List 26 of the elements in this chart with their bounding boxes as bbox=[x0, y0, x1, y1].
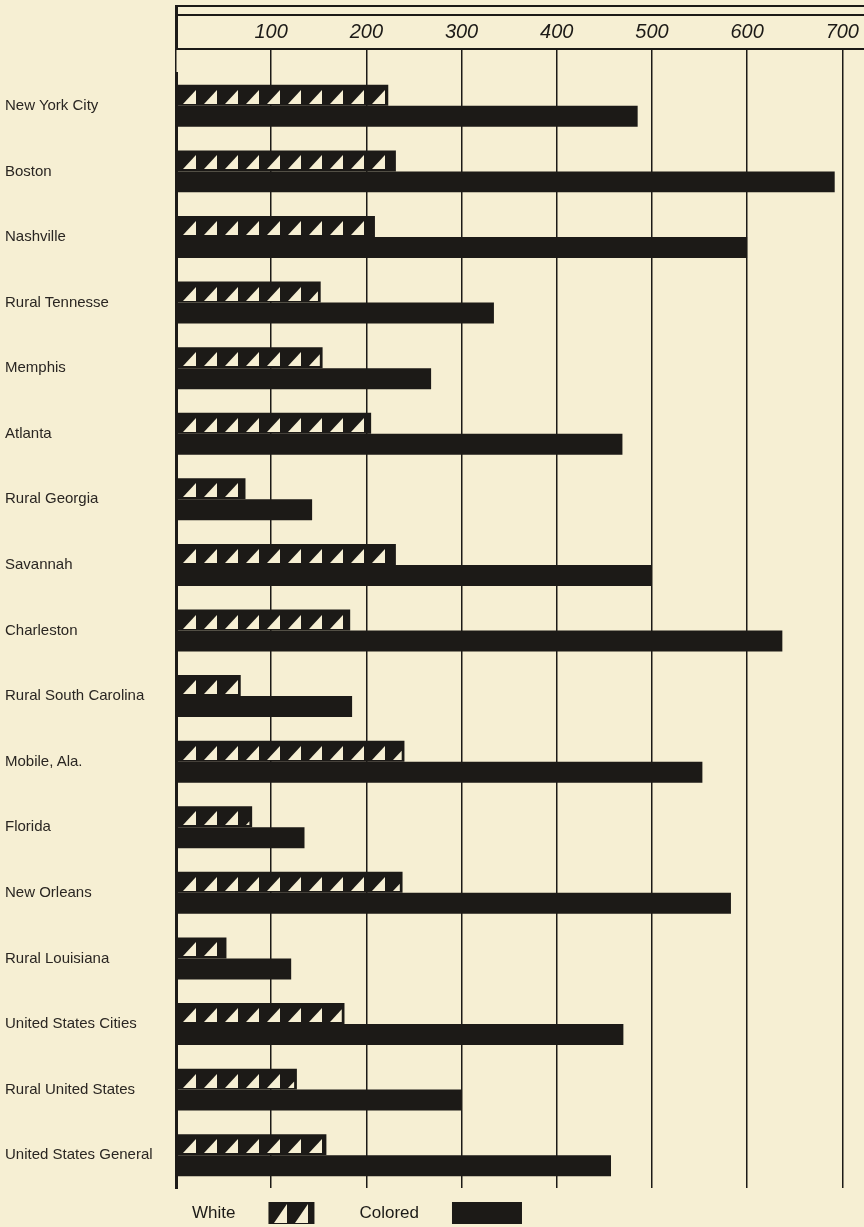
y-tick-label: United States Cities bbox=[5, 1014, 137, 1032]
y-tick-label: New York City bbox=[5, 95, 99, 113]
y-tick-label: Memphis bbox=[5, 358, 66, 376]
y-tick-label: United States General bbox=[5, 1145, 153, 1163]
x-tick-label: 500 bbox=[635, 19, 669, 42]
y-tick-label: Mobile, Ala. bbox=[5, 751, 83, 769]
y-tick-label: Nashville bbox=[5, 227, 66, 245]
x-tick-label: 700 bbox=[825, 19, 859, 42]
x-tick-label: 200 bbox=[348, 19, 384, 42]
x-tick-label: 300 bbox=[444, 19, 479, 42]
y-tick-label: Florida bbox=[5, 817, 52, 835]
y-tick-label: Rural Georgia bbox=[5, 489, 100, 507]
y-tick-label: Savannah bbox=[5, 555, 73, 573]
x-tick-label: 100 bbox=[254, 19, 288, 42]
y-tick-label: New Orleans bbox=[5, 882, 92, 900]
legend-label: White bbox=[192, 1202, 236, 1222]
y-tick-label: Rural South Carolina bbox=[5, 686, 145, 704]
y-tick-label: Rural Tennesse bbox=[5, 292, 109, 310]
x-tick-label: 600 bbox=[730, 19, 764, 42]
y-tick-label: Rural United States bbox=[5, 1079, 136, 1097]
y-tick-label: Rural Louisiana bbox=[5, 948, 110, 966]
y-tick-label: Atlanta bbox=[5, 423, 53, 441]
y-tick-label: Boston bbox=[5, 161, 52, 179]
x-tick-label: 400 bbox=[540, 19, 574, 42]
y-tick-label: Charleston bbox=[5, 620, 78, 638]
legend-label: Colored bbox=[359, 1202, 419, 1222]
